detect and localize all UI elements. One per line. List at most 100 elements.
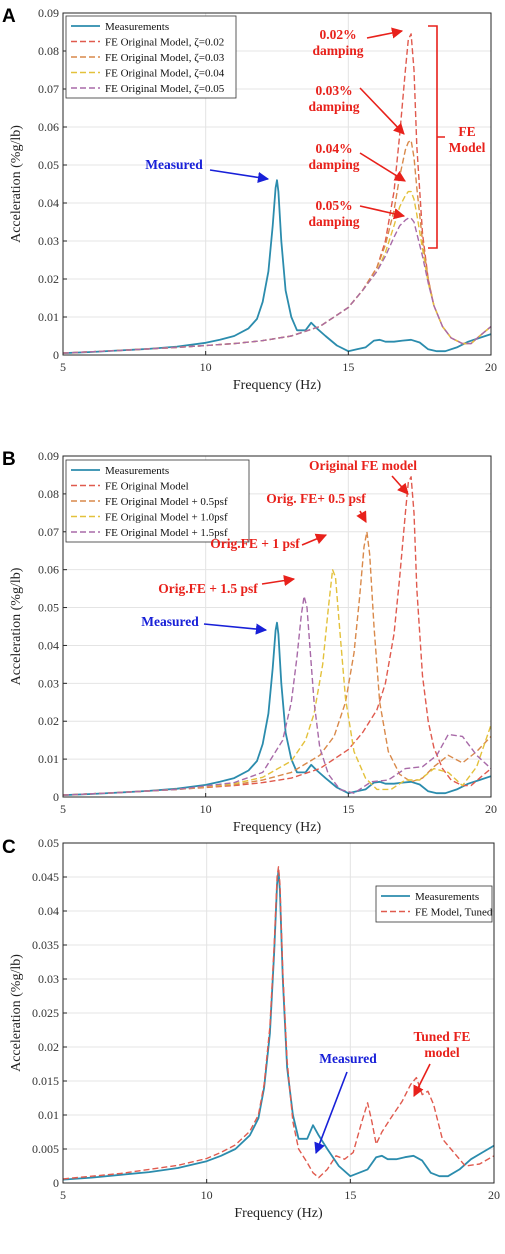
y-tick-label: 0 xyxy=(53,348,59,362)
annotation: Orig.FE + 1 psf xyxy=(210,533,328,551)
y-tick-label: 0.04 xyxy=(38,638,59,652)
y-tick-label: 0.045 xyxy=(32,870,59,884)
legend: Measurements FE Original Model FE Original… xyxy=(65,459,250,543)
x-tick-label: 10 xyxy=(200,802,212,816)
legend-entry: Measurements xyxy=(105,465,169,477)
annotation-text: 0.03% xyxy=(315,83,352,98)
annotation: 0.04%damping xyxy=(308,141,406,182)
annotation-arrow xyxy=(391,475,409,495)
annotation-text: Model xyxy=(449,140,486,155)
legend-entry: FE Original Model + 1.5psf xyxy=(105,527,228,539)
annotation-arrow xyxy=(301,533,328,546)
y-tick-label: 0.02 xyxy=(38,714,59,728)
x-tick-label: 5 xyxy=(60,360,66,374)
x-axis-label: Frequency (Hz) xyxy=(233,378,322,393)
y-tick-label: 0.02 xyxy=(38,1040,59,1054)
annotation-text: 0.02% xyxy=(319,27,356,42)
annotation-arrow xyxy=(209,169,270,183)
x-tick-label: 5 xyxy=(60,1188,66,1202)
annotation: 0.03%damping xyxy=(308,83,405,135)
annotation: 0.02%damping xyxy=(312,27,404,58)
chart-panel-b: B 5 10 15 20 0 0.01 0.02 0.03 0.04 0.05 0.06 0.07 0.0… xyxy=(2,449,497,835)
y-tick-label: 0.08 xyxy=(38,487,59,501)
annotation: Orig.FE + 1.5 psf xyxy=(158,575,296,596)
axes-frame xyxy=(62,12,492,356)
x-axis-label: Frequency (Hz) xyxy=(233,820,322,835)
y-tick-label: 0.01 xyxy=(38,1108,59,1122)
x-tick-label: 15 xyxy=(344,1188,356,1202)
series-line-2 xyxy=(62,531,492,796)
x-tick-label: 20 xyxy=(485,802,497,816)
y-tick-label: 0.07 xyxy=(38,82,59,96)
annotation-text: Orig.FE + 1 psf xyxy=(210,536,300,551)
panel-letter: C xyxy=(2,837,16,858)
annotation-arrow xyxy=(314,1071,348,1155)
y-tick-label: 0.01 xyxy=(38,310,59,324)
annotation-arrow xyxy=(356,510,367,523)
panel-letter: B xyxy=(2,449,16,470)
y-tick-label: 0.09 xyxy=(38,449,59,463)
y-tick-label: 0.04 xyxy=(38,904,59,918)
annotation-text: damping xyxy=(312,43,363,58)
annotation-text: Measured xyxy=(319,1051,377,1066)
annotation: Measured xyxy=(141,614,268,635)
series-line-0 xyxy=(62,869,495,1181)
x-tick-label: 15 xyxy=(342,360,354,374)
y-tick-label: 0.06 xyxy=(38,120,59,134)
annotation-text: model xyxy=(424,1045,459,1060)
annotation: Measured xyxy=(314,1051,377,1155)
y-axis-label: Acceleration (%g/lb) xyxy=(9,954,24,1072)
legend-entry: FE Model, Tuned xyxy=(415,907,493,919)
x-tick-label: 20 xyxy=(485,360,497,374)
annotation-arrow xyxy=(261,575,296,587)
series-line-1 xyxy=(62,476,492,796)
legend-entry: FE Original Model, ζ=0.02 xyxy=(105,37,224,49)
y-tick-label: 0.03 xyxy=(38,972,59,986)
annotation-arrow xyxy=(359,205,406,220)
y-tick-label: 0.06 xyxy=(38,563,59,577)
y-tick-label: 0.005 xyxy=(32,1142,59,1156)
x-tick-label: 10 xyxy=(200,360,212,374)
annotation-text: Measured xyxy=(145,157,203,172)
y-tick-label: 0 xyxy=(53,1176,59,1190)
panel-letter: A xyxy=(2,6,16,27)
annotation-text: Orig.FE + 1.5 psf xyxy=(158,581,258,596)
y-tick-label: 0.05 xyxy=(38,836,59,850)
y-tick-label: 0 xyxy=(53,790,59,804)
annotation-arrow xyxy=(413,1063,431,1098)
legend-entry: Measurements xyxy=(415,891,479,903)
y-tick-label: 0.025 xyxy=(32,1006,59,1020)
legend-entry: Measurements xyxy=(105,21,169,33)
series-line-3 xyxy=(62,569,492,796)
y-tick-label: 0.03 xyxy=(38,234,59,248)
annotation-arrow xyxy=(203,623,268,635)
y-axis-label: Acceleration (%g/lb) xyxy=(9,125,24,243)
annotation-text: damping xyxy=(308,214,359,229)
annotation-arrow xyxy=(359,152,406,182)
annotation-text: Orig. FE+ 0.5 psf xyxy=(266,491,366,506)
legend-entry: FE Original Model, ζ=0.04 xyxy=(105,68,225,80)
y-tick-label: 0.02 xyxy=(38,272,59,286)
annotation-text: 0.05% xyxy=(315,198,352,213)
legend-entry: FE Original Model xyxy=(105,481,189,493)
x-axis-label: Frequency (Hz) xyxy=(234,1206,323,1221)
annotation-text: Tuned FE xyxy=(414,1029,471,1044)
annotation: Orig. FE+ 0.5 psf xyxy=(266,491,367,523)
series-line-4 xyxy=(62,595,492,796)
y-tick-label: 0.015 xyxy=(32,1074,59,1088)
legend: Measurements FE Model, Tuned xyxy=(375,885,493,923)
series-line-0 xyxy=(62,179,492,354)
y-tick-label: 0.04 xyxy=(38,196,59,210)
annotation-text: Original FE model xyxy=(309,458,417,473)
y-tick-label: 0.03 xyxy=(38,676,59,690)
y-tick-label: 0.035 xyxy=(32,938,59,952)
annotation-arrow xyxy=(366,27,404,39)
legend-entry: FE Original Model + 0.5psf xyxy=(105,496,228,508)
x-tick-label: 5 xyxy=(60,802,66,816)
annotation-text: FE xyxy=(458,124,475,139)
y-axis-label: Acceleration (%g/lb) xyxy=(9,567,24,685)
y-tick-label: 0.01 xyxy=(38,752,59,766)
